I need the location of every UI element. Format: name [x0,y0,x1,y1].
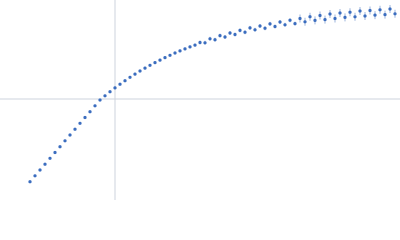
data-point [268,22,272,26]
data-point [58,145,62,149]
data-point [298,16,302,21]
data-point [333,16,337,21]
data-point [208,37,212,41]
data-point [198,40,202,45]
data-point [223,35,227,39]
data-point [163,56,167,60]
data-point [278,20,282,24]
data-point [383,12,387,17]
data-point [253,28,257,32]
data-point [318,13,322,18]
data-point [128,75,132,79]
data-point [123,79,127,83]
data-point [183,47,187,51]
data-point [133,72,137,76]
data-point [88,110,92,114]
data-point [93,104,97,108]
data-point [273,24,277,29]
page: (() => { const data = JSON.parse(documen… [0,0,400,200]
data-point [283,23,287,27]
data-point [233,32,237,37]
data-point [68,133,72,137]
data-point [353,15,357,19]
data-point [378,8,382,12]
data-point [328,12,332,16]
data-point [53,150,57,155]
data-point [293,22,297,26]
data-point [313,18,317,22]
data-point [228,31,232,35]
data-point [388,7,392,11]
data-point [158,58,162,62]
data-point [303,20,307,24]
data-point [358,9,362,13]
data-point [363,14,367,18]
data-point [323,18,327,22]
data-point [118,82,122,86]
data-point [238,28,242,32]
data-point [263,26,267,30]
data-point [338,11,342,15]
data-point [393,12,397,16]
data-point [138,69,142,73]
data-point [218,34,222,38]
data-point [288,18,292,22]
data-point [33,174,37,178]
data-point [38,168,42,172]
data-point [78,121,82,125]
data-point [248,26,252,30]
chart [0,0,400,200]
data-point [103,94,107,98]
data-point [343,15,347,19]
data-point [143,66,147,70]
data-point [188,45,192,49]
data-point [108,90,112,94]
data-point [83,115,87,120]
data-point [153,61,157,65]
data-point [373,13,377,17]
data-point [178,49,182,53]
data-point [173,51,177,55]
data-point [48,156,52,160]
data-point [348,10,352,14]
data-point [213,38,217,42]
data-point [203,41,207,45]
data-point [73,127,77,131]
data-point [368,8,372,13]
data-point [243,30,247,34]
data-point [98,98,102,102]
data-point [148,63,152,67]
data-point [193,43,197,47]
data-point [43,162,47,166]
data-point [258,24,262,28]
data-point [63,139,67,143]
data-point [308,15,312,19]
data-point [28,180,32,184]
data-point [168,53,172,57]
data-point [113,86,117,90]
